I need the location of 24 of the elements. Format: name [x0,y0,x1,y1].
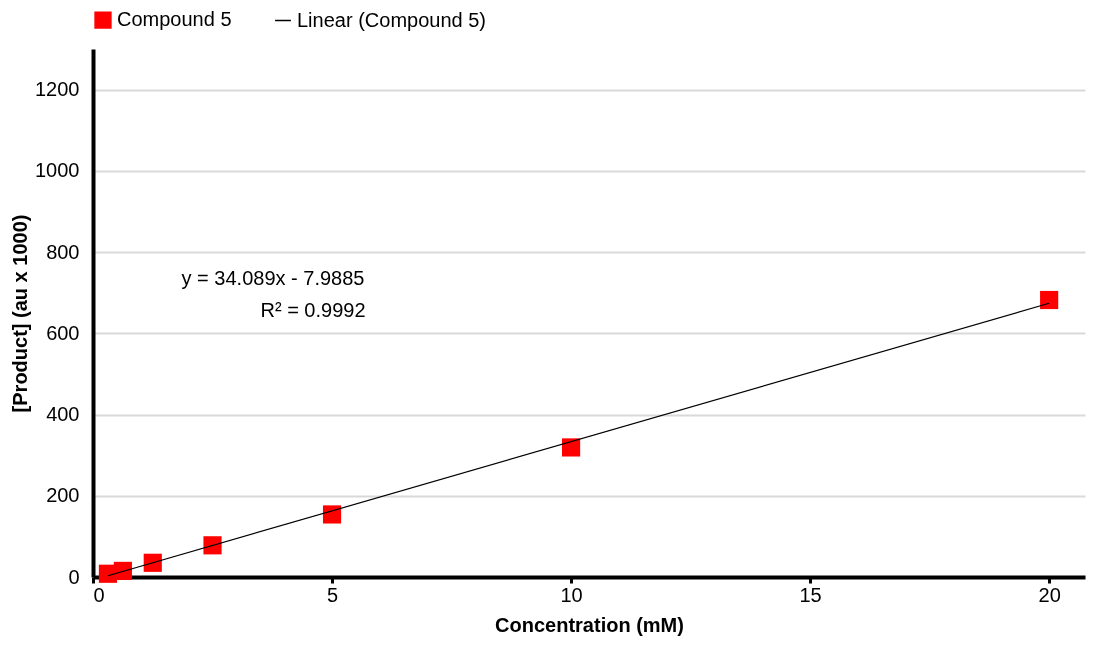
point [1040,290,1059,310]
annotation: R² = 0.9992 [260,299,366,321]
point [322,505,342,524]
x-tick-label: 15 [799,583,822,606]
y-tick-label: 0 [68,565,80,588]
point [113,561,132,580]
legend-label: Compound 5 [117,8,232,31]
y-tick-label: 200 [46,484,80,507]
y-axis-title: [Product] (au x 1000) [9,214,32,413]
y-tick-label: 1000 [35,159,80,182]
y-tick-label: 600 [46,321,80,344]
point [143,553,162,572]
x-axis-title: Concentration (mM) [495,613,684,636]
x-tick-label: 0 [93,583,105,606]
point [203,536,222,555]
y-tick-label: 400 [46,403,80,426]
legend-label: Linear (Compound 5) [297,8,486,31]
point [561,438,581,457]
x-tick-label: 20 [1038,583,1061,606]
y-tick-label: 800 [46,240,80,263]
annotation: y = 34.089x - 7.9885 [181,267,365,289]
x-tick-label: 5 [326,583,339,606]
y-tick-label: 1200 [35,78,80,101]
x-tick-label: 10 [560,583,583,606]
